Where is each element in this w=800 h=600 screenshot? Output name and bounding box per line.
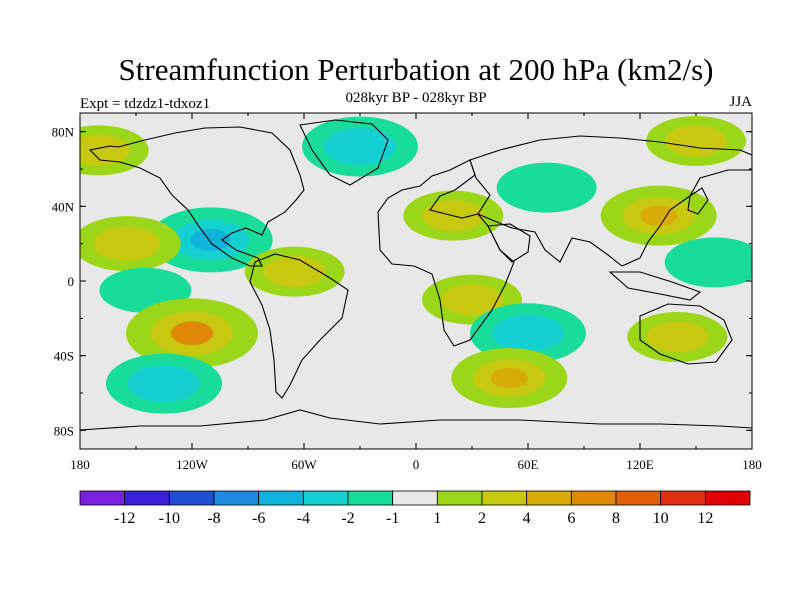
x-tick-label: 60E [518,457,539,472]
colorbar-label: -2 [341,510,354,527]
colorbar-swatch [704,490,751,506]
contour-mid [441,284,503,316]
contour-feature [80,216,181,272]
colorbar-label: -10 [159,510,180,527]
colorbar-label: -4 [297,510,310,527]
contour-fill-layer [80,116,752,414]
y-tick-label: 80S [54,423,74,438]
colorbar-swatch [258,490,304,506]
contour-mid [93,226,161,261]
coastline-greenland [299,119,389,186]
colorbar-swatch [660,490,706,506]
colorbar-label: 6 [567,510,575,527]
colorbar-swatch [526,490,572,506]
subtitle-right: JJA [729,94,752,110]
contour-feature [600,185,717,246]
contour-core [170,321,214,346]
colorbar-label: 1 [433,510,441,527]
contour-core [640,205,678,226]
contour-core [509,323,547,344]
contour-feature [470,303,586,364]
x-tick-label: 60W [291,457,317,472]
contour-mid [263,256,326,288]
contour-feature [646,116,746,166]
contour-feature [80,125,149,176]
x-tick-label: 120W [176,457,209,472]
contour-core [190,228,231,251]
colorbar-label: -12 [114,510,135,527]
colorbar-label: 10 [653,510,669,527]
contour-feature [451,348,568,409]
coastline-asia [469,135,752,267]
subtitle-left: Expt = tdzdz1-tdxoz1 [80,96,210,112]
contour-mid [665,125,727,157]
colorbar-label: -1 [386,510,399,527]
colorbar-swatch [213,490,260,506]
contour-mid [683,246,746,278]
coastline-south-america [249,253,349,399]
colorbar-swatch [124,490,170,506]
x-tick-label: 120E [626,457,654,472]
colorbar-swatch [392,490,438,506]
contour-feature [106,353,222,414]
coastline-indonesia [608,271,702,301]
y-tick-label: 0 [68,274,75,289]
colorbar-swatch [302,490,349,506]
coastline-layer [80,119,752,431]
x-tick-label: 0 [413,457,420,472]
colorbar-swatch [615,490,662,506]
colorbar-swatch [570,490,617,506]
map-panel [80,113,752,449]
contour-feature [627,312,728,362]
contour-mid [515,172,578,204]
colorbar-label: 8 [612,510,620,527]
colorbar-label: -6 [252,510,265,527]
contour-mid [80,134,130,166]
colorbar-label: -8 [207,510,220,527]
colorbar-swatch [481,490,528,506]
y-axis: 80N 40N 0 40S 80S [52,125,752,438]
colorbar-swatch [436,490,483,506]
coastline-north-america [88,126,305,267]
subtitle-center: 028kyr BP - 028kyr BP [345,90,486,106]
x-axis: 180 120W 60W 0 60E 120E 180 [70,113,762,472]
contour-feature [126,298,258,369]
colorbar-swatch [79,490,126,506]
coastline-africa-europe [377,159,515,347]
contour-feature [664,237,752,288]
contour-feature [302,116,418,177]
contour-core [145,373,183,394]
contour-feature [496,162,597,213]
colorbar-label: 12 [697,510,713,527]
coastline-arabia [487,223,531,263]
colorbar: -12 -10 -8 -6 -4 -2 -1 1 2 4 6 8 10 12 [79,490,751,527]
contour-feature [148,207,273,273]
contour-core [341,136,379,157]
y-tick-label: 40N [52,199,75,214]
coastline-antarctica [80,409,752,431]
colorbar-swatch [347,490,394,506]
x-tick-label: 180 [70,457,90,472]
colorbar-swatch [168,490,215,506]
coastline-japan [687,187,709,215]
contour-feature [244,246,345,297]
coastline-australia [639,303,733,365]
contour-mid [646,321,709,353]
x-tick-label: 180 [742,457,762,472]
colorbar-label: 4 [523,510,531,527]
colorbar-label: 2 [478,510,486,527]
contour-core [490,367,528,389]
chart-title: Streamfunction Perturbation at 200 hPa (… [119,52,714,87]
y-tick-label: 80N [52,125,75,140]
y-tick-label: 40S [54,349,74,364]
